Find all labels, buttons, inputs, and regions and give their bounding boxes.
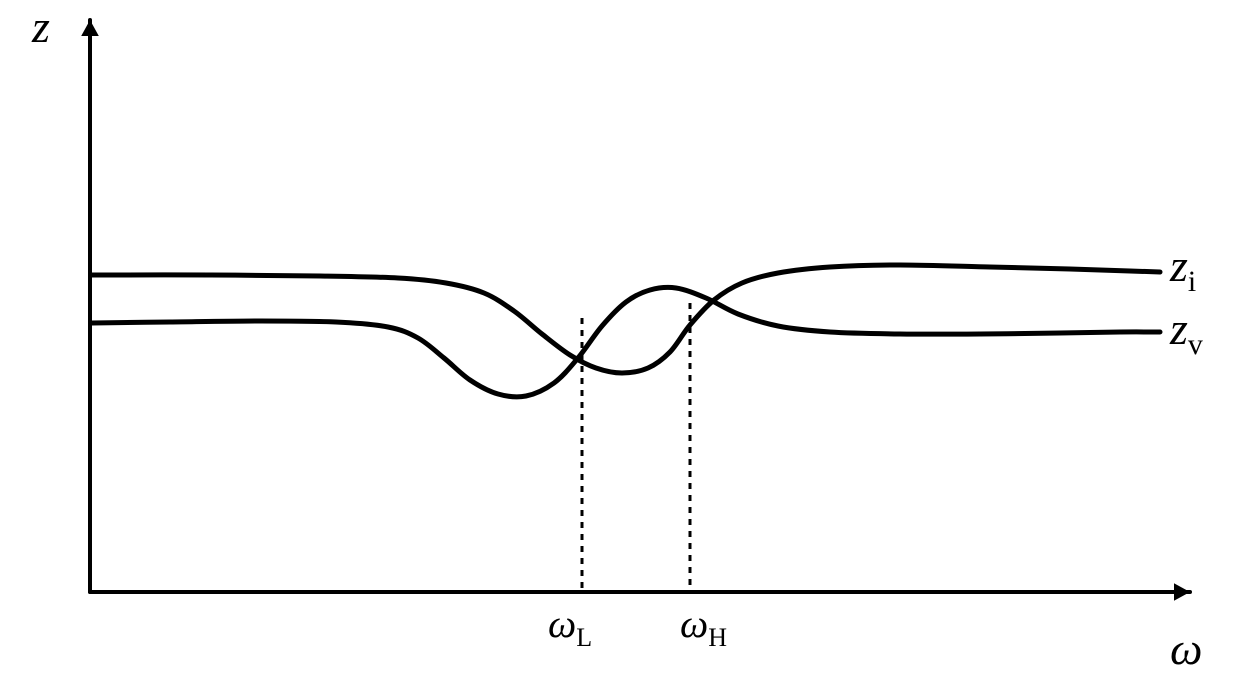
curve-label-z-i-sub: i — [1188, 265, 1196, 298]
x-axis-label: ω — [1170, 626, 1202, 672]
tick-label-omega-L-sub: L — [576, 623, 592, 652]
y-axis-label-main: z — [32, 1, 50, 52]
tick-label-omega-L: ωL — [548, 604, 592, 644]
tick-label-omega-H-sub: H — [708, 623, 727, 652]
y-axis-label: z — [32, 4, 50, 50]
curve-label-z-v-sub: v — [1188, 328, 1203, 361]
curve-label-z-v: zv — [1170, 306, 1203, 352]
x-axis-label-main: ω — [1170, 623, 1202, 674]
curve-label-z-i: zi — [1170, 243, 1196, 289]
curve-label-z-i-main: z — [1170, 240, 1188, 291]
tick-label-omega-H-main: ω — [680, 601, 708, 646]
impedance-chart: z ω zi zv ωL ωH — [0, 0, 1239, 687]
tick-label-omega-H: ωH — [680, 604, 727, 644]
chart-svg — [0, 0, 1239, 687]
tick-label-omega-L-main: ω — [548, 601, 576, 646]
curve-label-z-v-main: z — [1170, 303, 1188, 354]
